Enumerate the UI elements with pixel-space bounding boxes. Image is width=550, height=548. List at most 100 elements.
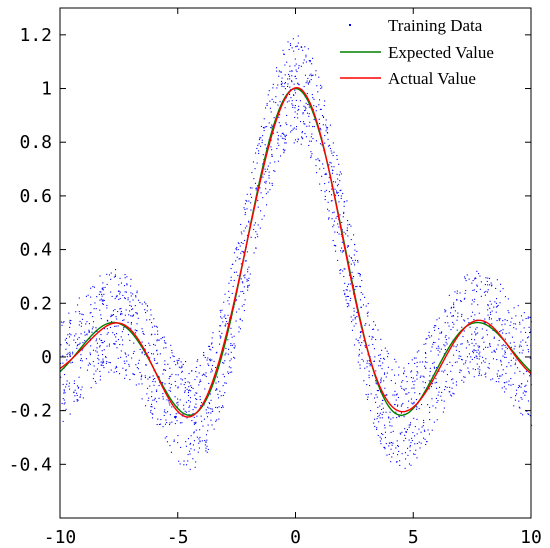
training-data-point xyxy=(61,402,63,404)
training-data-point xyxy=(469,361,471,363)
training-data-point xyxy=(489,284,491,286)
training-data-point xyxy=(435,325,437,327)
training-data-point xyxy=(63,389,65,391)
training-data-point xyxy=(76,399,78,401)
training-data-point xyxy=(496,348,498,350)
training-data-point xyxy=(285,142,287,144)
training-data-point xyxy=(346,200,348,202)
training-data-point xyxy=(208,402,210,404)
training-data-point xyxy=(467,367,469,369)
training-data-point xyxy=(102,365,104,367)
training-data-point xyxy=(289,89,291,91)
training-data-point xyxy=(413,384,415,386)
training-data-point xyxy=(235,271,237,273)
training-data-point xyxy=(432,343,434,345)
training-data-point xyxy=(270,127,272,129)
training-data-point xyxy=(211,365,213,367)
training-data-point xyxy=(288,49,290,51)
training-data-point xyxy=(62,355,64,357)
training-data-point xyxy=(414,380,416,382)
training-data-point xyxy=(488,316,490,318)
training-data-point xyxy=(130,278,132,280)
training-data-point xyxy=(303,86,305,88)
training-data-point xyxy=(76,400,78,402)
training-data-point xyxy=(363,340,365,342)
training-data-point xyxy=(218,418,220,420)
training-data-point xyxy=(173,360,175,362)
training-data-point xyxy=(265,147,267,149)
training-data-point xyxy=(441,399,443,401)
training-data-point xyxy=(495,287,497,289)
training-data-point xyxy=(290,131,292,133)
training-data-point xyxy=(442,411,444,413)
training-data-point xyxy=(305,54,307,56)
training-data-point xyxy=(319,123,321,125)
training-data-point xyxy=(119,373,121,375)
training-data-point xyxy=(311,94,313,96)
training-data-point xyxy=(106,307,108,309)
training-data-point xyxy=(306,112,308,114)
training-data-point xyxy=(246,278,248,280)
training-data-point xyxy=(183,464,185,466)
training-data-point xyxy=(397,396,399,398)
training-data-point xyxy=(499,318,501,320)
training-data-point xyxy=(380,380,382,382)
training-data-point xyxy=(432,362,434,364)
training-data-point xyxy=(282,148,284,150)
training-data-point xyxy=(487,291,489,293)
training-data-point xyxy=(103,299,105,301)
training-data-point xyxy=(209,345,211,347)
training-data-point xyxy=(438,317,440,319)
training-data-point xyxy=(240,231,242,233)
training-data-point xyxy=(124,352,126,354)
training-data-point xyxy=(433,366,435,368)
training-data-point xyxy=(173,439,175,441)
training-data-point xyxy=(450,329,452,331)
training-data-point xyxy=(444,322,446,324)
training-data-point xyxy=(347,295,349,297)
training-data-point xyxy=(208,345,210,347)
training-data-point xyxy=(423,419,425,421)
training-data-point xyxy=(391,456,393,458)
training-data-point xyxy=(154,378,156,380)
training-data-point xyxy=(460,370,462,372)
training-data-point xyxy=(228,303,230,305)
training-data-point xyxy=(251,172,253,174)
training-data-point xyxy=(162,426,164,428)
training-data-point xyxy=(266,103,268,105)
training-data-point xyxy=(315,165,317,167)
training-data-point xyxy=(474,278,476,280)
training-data-point xyxy=(153,325,155,327)
training-data-point xyxy=(422,361,424,363)
training-data-point xyxy=(336,173,338,175)
training-data-point xyxy=(122,294,124,296)
training-data-point xyxy=(483,348,485,350)
training-data-point xyxy=(195,366,197,368)
training-data-point xyxy=(252,161,254,163)
training-data-point xyxy=(402,402,404,404)
training-data-point xyxy=(174,416,176,418)
training-data-point xyxy=(401,404,403,406)
training-data-point xyxy=(123,319,125,321)
training-data-point xyxy=(496,320,498,322)
training-data-point xyxy=(490,318,492,320)
training-data-point xyxy=(520,383,522,385)
training-data-point xyxy=(419,393,421,395)
training-data-point xyxy=(95,350,97,352)
training-data-point xyxy=(416,374,418,376)
training-data-point xyxy=(104,328,106,330)
training-data-point xyxy=(207,363,209,365)
training-data-point xyxy=(527,349,529,351)
training-data-point xyxy=(165,347,167,349)
training-data-point xyxy=(373,328,375,330)
training-data-point xyxy=(336,215,338,217)
training-data-point xyxy=(287,83,289,85)
training-data-point xyxy=(199,379,201,381)
legend-item-actual-value: Actual Value xyxy=(340,69,476,88)
training-data-point xyxy=(371,338,373,340)
training-data-point xyxy=(383,357,385,359)
training-data-point xyxy=(310,157,312,159)
training-data-point xyxy=(80,359,82,361)
expected-value-line xyxy=(59,87,532,416)
training-data-point xyxy=(439,332,441,334)
